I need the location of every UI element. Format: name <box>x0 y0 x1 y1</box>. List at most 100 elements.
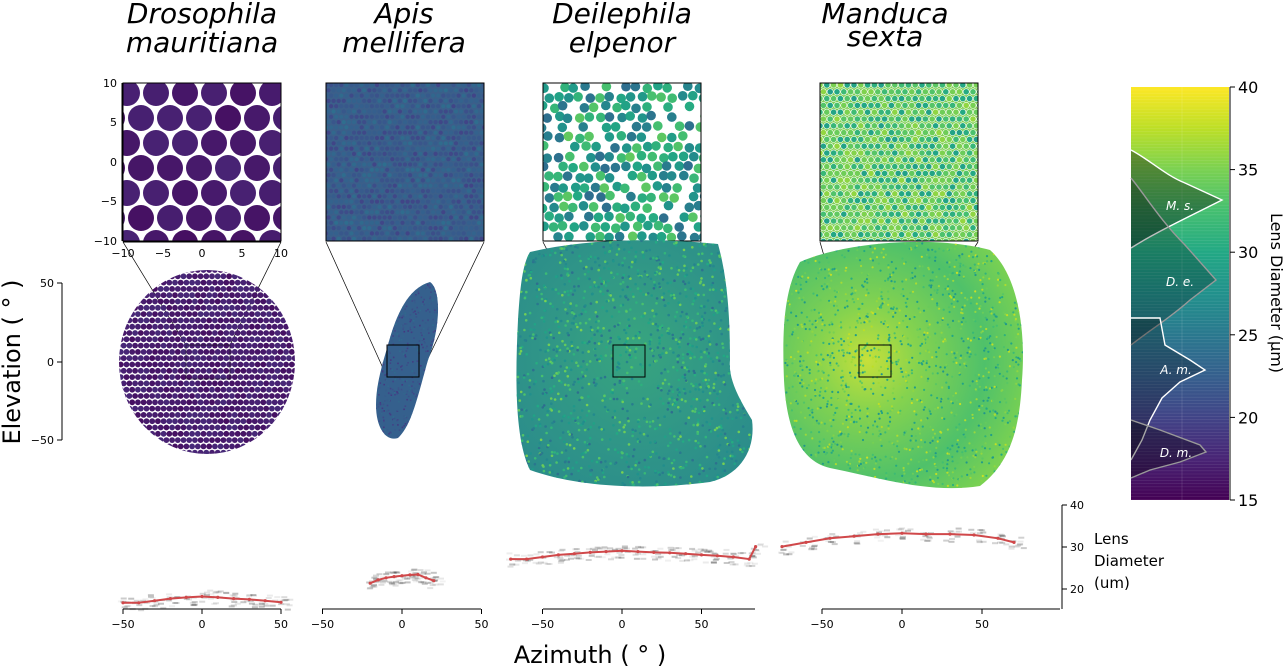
ommatidium <box>551 390 554 393</box>
lens-dot <box>700 213 701 219</box>
ommatidium <box>277 412 284 418</box>
ommatidium <box>226 449 233 454</box>
ommatidium <box>634 429 637 433</box>
ommatidium <box>748 240 751 243</box>
ommatidium <box>548 461 552 465</box>
lens-dot <box>377 88 382 93</box>
ommatidium <box>667 473 671 476</box>
ommatidium <box>695 338 698 341</box>
lens-dot <box>369 231 374 236</box>
lens-dot <box>554 132 565 143</box>
lens-dot <box>891 217 899 225</box>
lens-dot <box>372 173 377 178</box>
ommatidium <box>746 358 750 361</box>
ommatidium <box>585 265 588 269</box>
ommatidium <box>249 323 255 330</box>
ommatidium <box>410 327 412 329</box>
ommatidium <box>155 330 161 336</box>
ommatidium <box>132 355 139 362</box>
ommatidium <box>629 308 632 311</box>
ommatidium <box>684 463 688 467</box>
lens-dot <box>415 167 420 172</box>
lens-dot <box>474 215 479 220</box>
ommatidium <box>376 427 378 429</box>
ommatidium <box>737 444 741 447</box>
lens-dot <box>962 156 970 164</box>
lens-dot <box>966 83 973 89</box>
ommatidium <box>377 344 379 346</box>
ommatidium <box>577 469 580 473</box>
ommatidium <box>546 413 549 417</box>
lens-dot <box>336 173 341 178</box>
lens-dot <box>349 157 354 162</box>
ommatidium <box>675 241 678 244</box>
ommatidium <box>712 288 715 291</box>
ommatidium <box>442 414 444 416</box>
lens-dot <box>476 199 482 204</box>
lens-dot <box>461 114 466 119</box>
ommatidium <box>662 402 665 405</box>
ommatidium <box>388 320 390 322</box>
ommatidium <box>576 325 579 329</box>
lens-dot <box>837 163 844 170</box>
lens-dot <box>331 162 336 167</box>
ommatidium <box>119 273 124 280</box>
lens-dot <box>595 231 605 241</box>
lens-dot <box>357 141 362 146</box>
lens-dot <box>410 146 415 151</box>
ommatidium <box>704 435 708 439</box>
ommatidium <box>382 319 385 321</box>
ommatidium <box>404 314 407 317</box>
lens-dot <box>410 93 415 98</box>
ommatidium <box>377 386 379 388</box>
ommatidium <box>237 399 244 406</box>
lens-dot <box>928 156 936 164</box>
ommatidium <box>266 298 272 305</box>
ommatidium <box>526 249 530 252</box>
lens-dot <box>651 141 661 151</box>
lens-dot <box>637 91 648 102</box>
ommatidium <box>735 416 738 420</box>
ommatidium <box>274 342 281 349</box>
ommatidium <box>149 317 156 324</box>
ommatidium <box>392 419 395 421</box>
lens-dot <box>367 98 372 103</box>
ommatidium <box>714 288 718 292</box>
lens-dot <box>369 125 374 130</box>
ommatidium <box>634 350 637 354</box>
ommatidium <box>749 313 753 316</box>
ommatidium <box>560 247 564 250</box>
ommatidium <box>409 326 412 329</box>
ommatidium <box>581 308 585 312</box>
ommatidium <box>440 356 442 358</box>
ommatidium <box>658 473 661 476</box>
lens-dot <box>382 204 387 209</box>
inset-ms-lenses <box>820 83 978 241</box>
ommatidium <box>442 304 444 306</box>
ommatidium <box>611 388 614 392</box>
lens-dot <box>911 83 919 89</box>
ommatidium <box>180 286 187 292</box>
ommatidium <box>679 336 682 340</box>
ommatidium <box>385 282 388 283</box>
ommatidium <box>277 399 284 406</box>
ommatidium <box>280 418 287 425</box>
lens-dot <box>901 169 909 177</box>
lens-dot <box>331 98 336 103</box>
ommatidium <box>663 415 666 419</box>
lens-dot <box>471 104 476 109</box>
ommatidium <box>420 365 422 367</box>
ommatidium <box>566 347 569 350</box>
ommatidium <box>229 380 235 387</box>
ommatidium <box>626 391 629 395</box>
ommatidium <box>708 343 712 346</box>
lens-dot <box>935 102 943 109</box>
lens-dot <box>667 112 677 122</box>
inset-am-background <box>326 83 484 241</box>
lens-dot <box>908 102 916 109</box>
ommatidium <box>728 349 732 353</box>
ommatidium <box>699 445 702 448</box>
lens-dot <box>128 155 154 181</box>
ommatidium <box>155 405 161 412</box>
ommatidium <box>410 331 413 334</box>
